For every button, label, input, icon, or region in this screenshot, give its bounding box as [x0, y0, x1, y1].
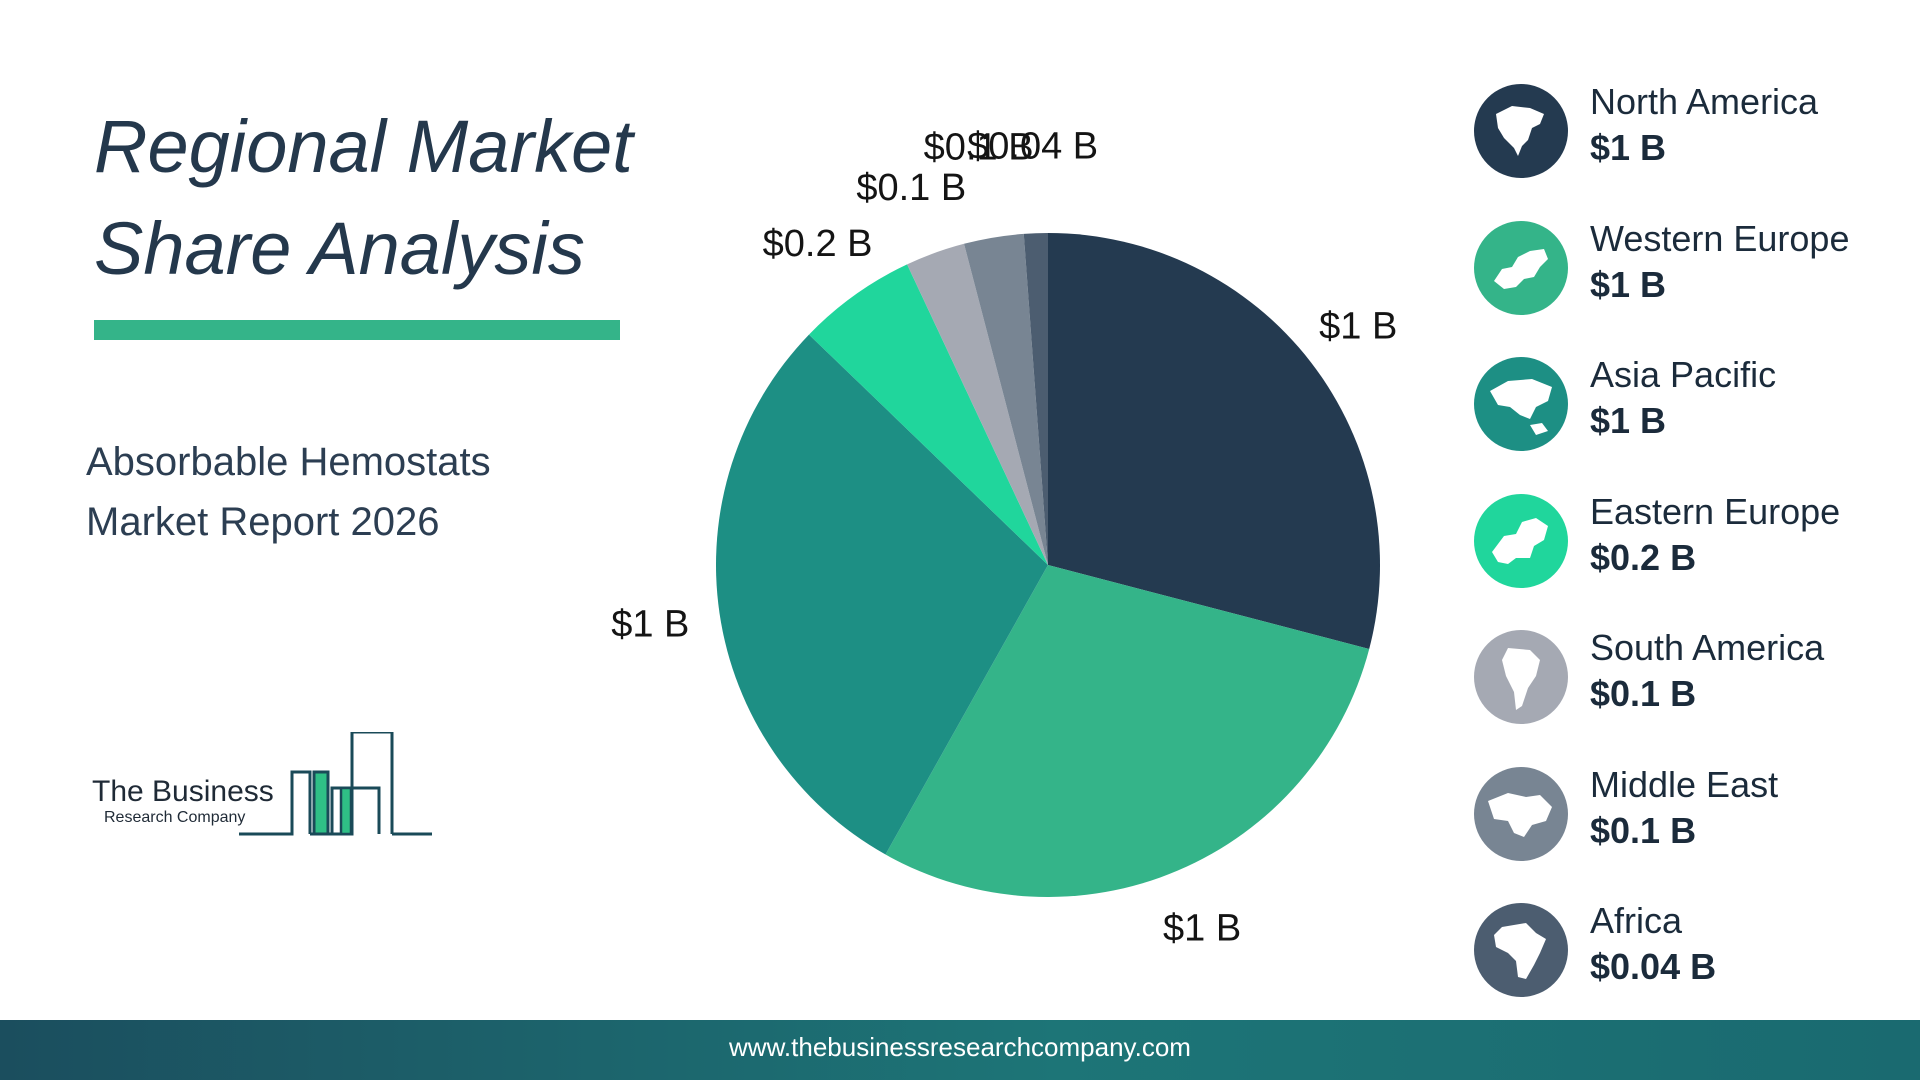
- legend-value: $0.1 B: [1590, 809, 1697, 851]
- legend-label: Asia Pacific: [1590, 354, 1777, 395]
- legend-value: $0.04 B: [1590, 946, 1717, 987]
- asia-pacific-map-icon: [1474, 357, 1568, 451]
- data-label-western-europe: $1 B: [1163, 908, 1241, 950]
- data-label-africa: $0.04 B: [967, 125, 1098, 167]
- eastern-europe-map-icon: [1474, 493, 1568, 588]
- company-logo[interactable]: The Business Research Company: [92, 732, 442, 842]
- title-line-2: Share Analysis: [94, 207, 585, 290]
- legend-item-south-america: South America $0.1 B: [1474, 626, 1914, 763]
- title-underline: [94, 320, 620, 340]
- africa-map-icon: [1474, 903, 1568, 997]
- south-america-map-icon: [1474, 630, 1568, 724]
- north-america-map-icon: [1474, 84, 1568, 178]
- data-label-south-america: $0.1 B: [856, 167, 966, 209]
- legend-item-western-europe: Western Europe $1 B: [1474, 217, 1914, 354]
- legend-value: $1 B: [1590, 127, 1667, 168]
- logo-name: The Business: [92, 775, 274, 808]
- legend-label: Western Europe: [1590, 217, 1850, 259]
- pie-slice-middle-east: [964, 233, 1048, 565]
- legend-label: South America: [1590, 627, 1825, 668]
- pie-slice-north-america: [1048, 233, 1380, 649]
- page-title: Regional Market Share Analysis: [94, 96, 654, 300]
- legend-item-africa: Africa $0.04 B: [1474, 899, 1914, 1036]
- subtitle-line-2: Market Report 2026: [86, 500, 440, 544]
- legend-value: $0.1 B: [1590, 673, 1697, 714]
- logo-tagline: Research Company: [104, 809, 246, 826]
- western-europe-map-icon: [1474, 220, 1568, 315]
- pie-slice-western-europe: [885, 565, 1370, 897]
- legend-value: $0.2 B: [1590, 536, 1697, 578]
- legend-item-north-america: North America $1 B: [1474, 80, 1914, 217]
- legend-label: Africa: [1590, 900, 1683, 941]
- report-subtitle: Absorbable Hemostats Market Report 2026: [86, 432, 606, 552]
- legend-item-middle-east: Middle East $0.1 B: [1474, 763, 1914, 900]
- pie-slice-eastern-europe: [808, 264, 1048, 565]
- chart-legend: North America $1 B Western Europe $1 B A…: [1474, 80, 1914, 1036]
- data-label-asia-pacific: $1 B: [611, 604, 689, 646]
- data-label-north-america: $1 B: [1319, 305, 1397, 347]
- subtitle-line-1: Absorbable Hemostats: [86, 440, 491, 484]
- data-label-eastern-europe: $0.2 B: [763, 223, 873, 265]
- pie-slice-south-america: [907, 243, 1048, 565]
- logo-bars-icon: [239, 732, 432, 836]
- legend-item-asia-pacific: Asia Pacific $1 B: [1474, 353, 1914, 490]
- middle-east-map-icon: [1474, 766, 1568, 861]
- legend-value: $1 B: [1590, 263, 1667, 305]
- pie-slice-asia-pacific: [715, 334, 1048, 855]
- legend-item-eastern-europe: Eastern Europe $0.2 B: [1474, 490, 1914, 627]
- footer-website-link[interactable]: www.thebusinessresearchcompany.com: [729, 1032, 1191, 1062]
- legend-label: North America: [1590, 81, 1819, 122]
- legend-label: Eastern Europe: [1590, 490, 1841, 532]
- legend-value: $1 B: [1590, 400, 1667, 441]
- legend-label: Middle East: [1590, 763, 1779, 805]
- title-line-1: Regional Market: [94, 105, 633, 188]
- data-label-middle-east: $0.1 B: [924, 127, 1034, 169]
- footer-bar: www.thebusinessresearchcompany.com: [0, 1020, 1920, 1080]
- pie-slice-africa: [1023, 233, 1048, 565]
